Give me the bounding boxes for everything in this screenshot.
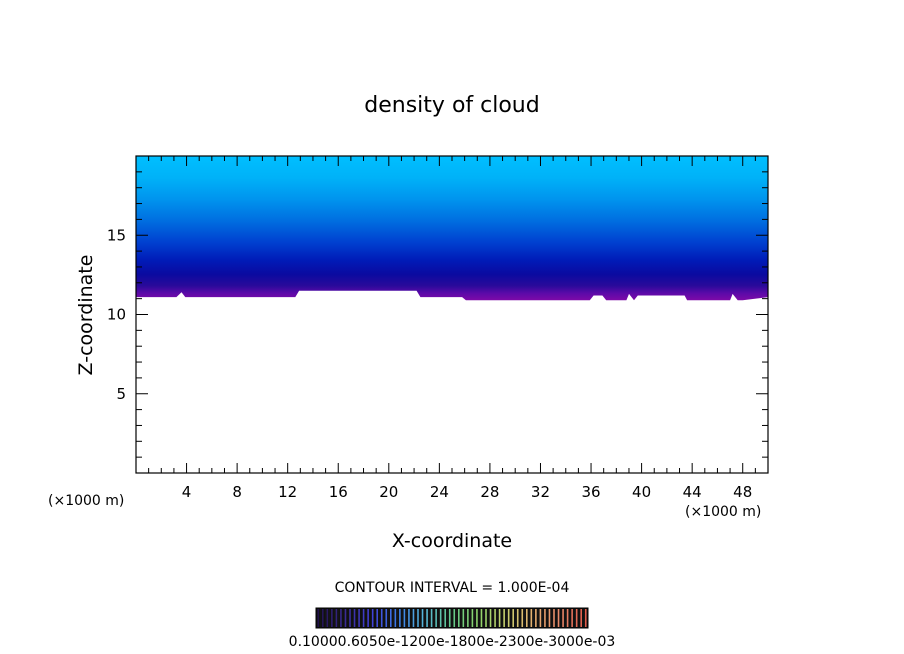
x-tick-label: 40 <box>632 483 651 501</box>
x-tick-label: 28 <box>480 483 499 501</box>
colorbar-labels: 0.10000.6050e-1200e-1800e-2300e-3000e-03 <box>289 634 616 650</box>
x-unit-right: (×1000 m) <box>685 504 761 520</box>
y-tick-label: 10 <box>107 306 126 324</box>
x-tick-label: 32 <box>531 483 550 501</box>
colorbar <box>315 607 589 629</box>
x-tick-label: 48 <box>733 483 752 501</box>
x-tick-label: 44 <box>683 483 702 501</box>
x-tick-label: 12 <box>278 483 297 501</box>
y-axis-label: Z-coordinate <box>75 255 97 376</box>
x-tick-label: 20 <box>379 483 398 501</box>
y-tick-label: 15 <box>107 226 126 244</box>
x-unit-left: (×1000 m) <box>48 493 124 509</box>
x-axis-label: X-coordinate <box>392 530 512 552</box>
x-axis-ticks: 4 8 12 16 20 24 28 32 36 40 44 48 <box>182 156 752 501</box>
contour-interval: CONTOUR INTERVAL = 1.000E-04 <box>335 580 570 596</box>
x-tick-label: 4 <box>182 483 192 501</box>
minor-ticks <box>136 156 768 473</box>
y-axis-ticks: 5 10 15 <box>107 226 768 403</box>
y-tick-label: 5 <box>116 385 126 403</box>
chart-title: density of cloud <box>364 93 539 118</box>
cloud-density-area <box>136 156 768 301</box>
x-tick-label: 8 <box>232 483 242 501</box>
cloud-field <box>136 156 768 301</box>
colorbar-frame <box>315 607 589 629</box>
x-tick-label: 16 <box>329 483 348 501</box>
x-tick-label: 36 <box>581 483 600 501</box>
x-tick-label: 24 <box>430 483 449 501</box>
